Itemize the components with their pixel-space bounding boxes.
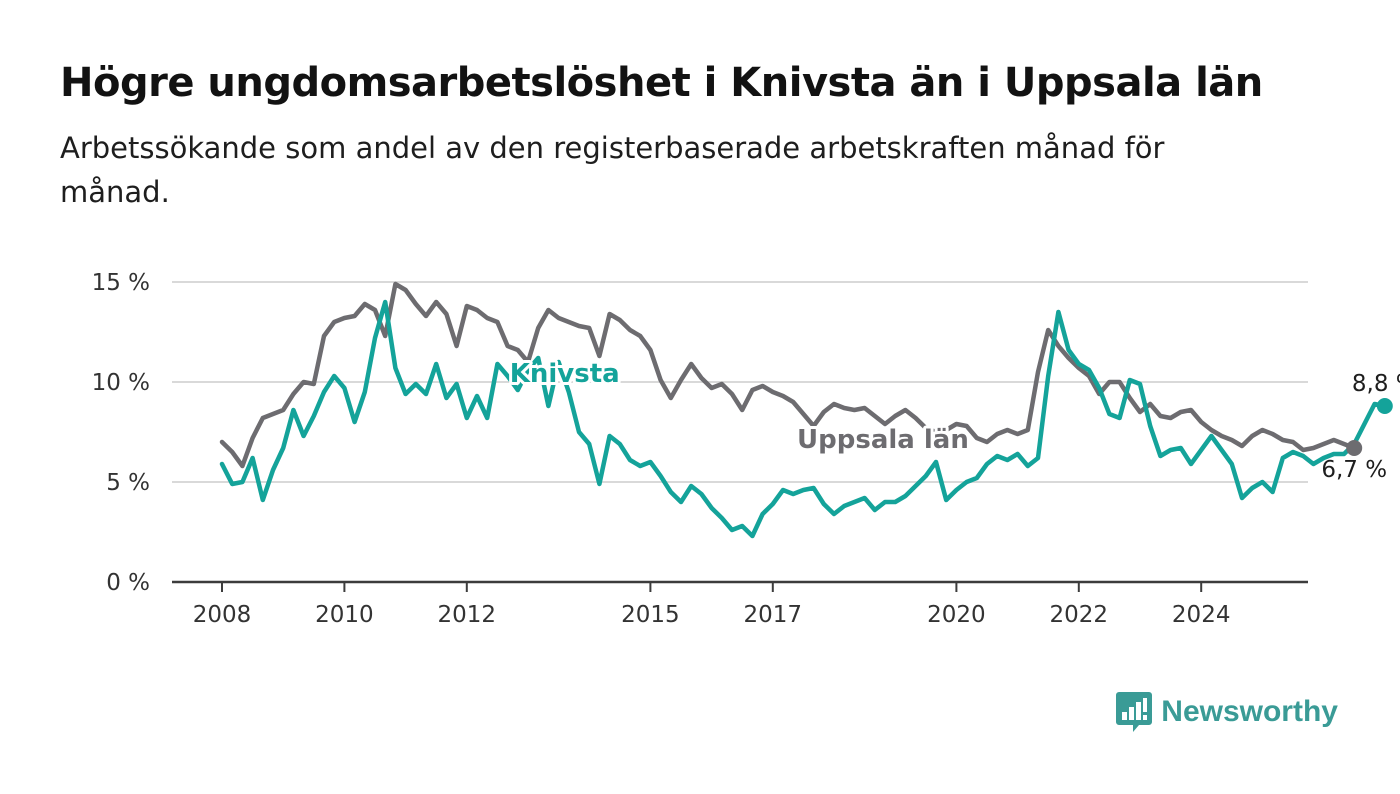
brand-logo[interactable]: Newsworthy — [1115, 690, 1338, 734]
chart-title: Högre ungdomsarbetslöshet i Knivsta än i… — [60, 60, 1263, 106]
series-labels: 6,7 % 8,8 % Knivsta Uppsala län — [507, 356, 1400, 483]
x-tick-label: 2024 — [1172, 602, 1231, 628]
chart-subtitle: Arbetssökande som andel av den registerb… — [60, 131, 1165, 209]
series-lines — [219, 281, 1393, 539]
x-tick-label: 2008 — [193, 602, 252, 628]
series-end-marker — [1376, 398, 1393, 414]
x-axis-ticks: 2008 2010 2012 2015 2017 2020 2022 2024 — [193, 582, 1231, 628]
series-end-label: 6,7 % — [1321, 457, 1387, 483]
series-line-knivsta — [219, 299, 1388, 539]
x-tick-label: 2012 — [438, 602, 497, 628]
brand-name: Newsworthy — [1161, 695, 1338, 728]
x-tick-label: 2010 — [315, 602, 374, 628]
series-end-marker — [1346, 440, 1363, 456]
series-line-uppsala-län — [219, 281, 1357, 469]
y-tick-label: 0 % — [106, 570, 150, 596]
x-tick-label: 2015 — [621, 602, 680, 628]
y-tick-label: 5 % — [106, 470, 150, 496]
gridlines — [172, 281, 1308, 584]
y-axis-ticks: 0 % 5 % 10 % 15 % — [92, 270, 150, 596]
x-tick-label: 2017 — [744, 602, 803, 628]
x-tick-label: 2022 — [1050, 602, 1109, 628]
y-tick-label: 10 % — [92, 370, 150, 396]
x-tick-label: 2020 — [927, 602, 986, 628]
newsworthy-logo-icon — [1116, 692, 1153, 732]
series-end-label: 8,8 % — [1352, 371, 1400, 397]
series-name-label: Uppsala län — [797, 425, 969, 455]
series-name-label: Knivsta — [510, 359, 620, 389]
y-tick-label: 15 % — [92, 270, 150, 296]
